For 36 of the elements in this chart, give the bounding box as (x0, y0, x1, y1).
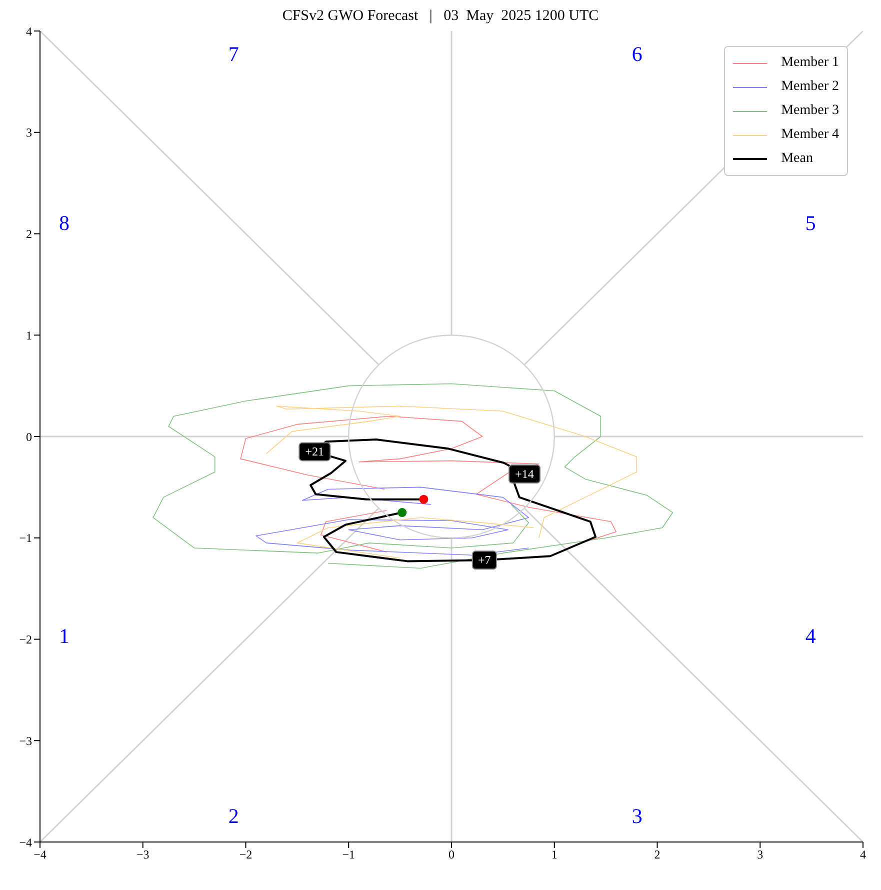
line-series (256, 486, 530, 556)
annotation: 4 (804, 624, 817, 650)
y-tick-label: 3 (26, 126, 32, 140)
x-tick-label: 3 (757, 848, 764, 862)
y-tick-label: 2 (26, 227, 32, 242)
y-tick-label: −2 (19, 632, 32, 647)
y-tick-label: 0 (26, 430, 32, 444)
annotation: 5 (804, 210, 817, 236)
line-series (152, 383, 674, 569)
annotation: +7 (478, 553, 491, 568)
x-tick-label: −1 (342, 848, 356, 862)
x-tick-label: −3 (136, 848, 150, 862)
y-tick-label: −4 (19, 835, 32, 850)
annotation: 6 (630, 42, 644, 67)
chart-title: CFSv2 GWO Forecast | 03 May 2025 1200 UTC (281, 8, 600, 25)
x-tick-label: 0 (448, 848, 454, 862)
legend-label: Member 1 (781, 55, 839, 71)
y-tick-label: 4 (26, 24, 32, 38)
legend-label: Member 2 (781, 79, 839, 95)
x-tick-label: −2 (239, 848, 252, 862)
x-tick-label: 2 (654, 848, 660, 862)
annotation: 7 (227, 42, 240, 67)
legend-label: Member 3 (781, 103, 839, 119)
annotation: 3 (630, 804, 644, 829)
point (419, 494, 428, 504)
x-tick-label: 1 (551, 848, 558, 862)
y-tick-label: 1 (26, 328, 32, 342)
point (398, 508, 407, 518)
x-tick-label: 4 (860, 848, 866, 862)
annotation: 2 (227, 804, 240, 829)
annotation: 1 (58, 624, 70, 650)
legend-label: Mean (781, 151, 813, 167)
annotation: 8 (58, 210, 70, 236)
y-tick-label: −1 (19, 531, 32, 546)
legend-label: Member 4 (781, 127, 839, 143)
y-tick-label: −3 (19, 734, 32, 748)
